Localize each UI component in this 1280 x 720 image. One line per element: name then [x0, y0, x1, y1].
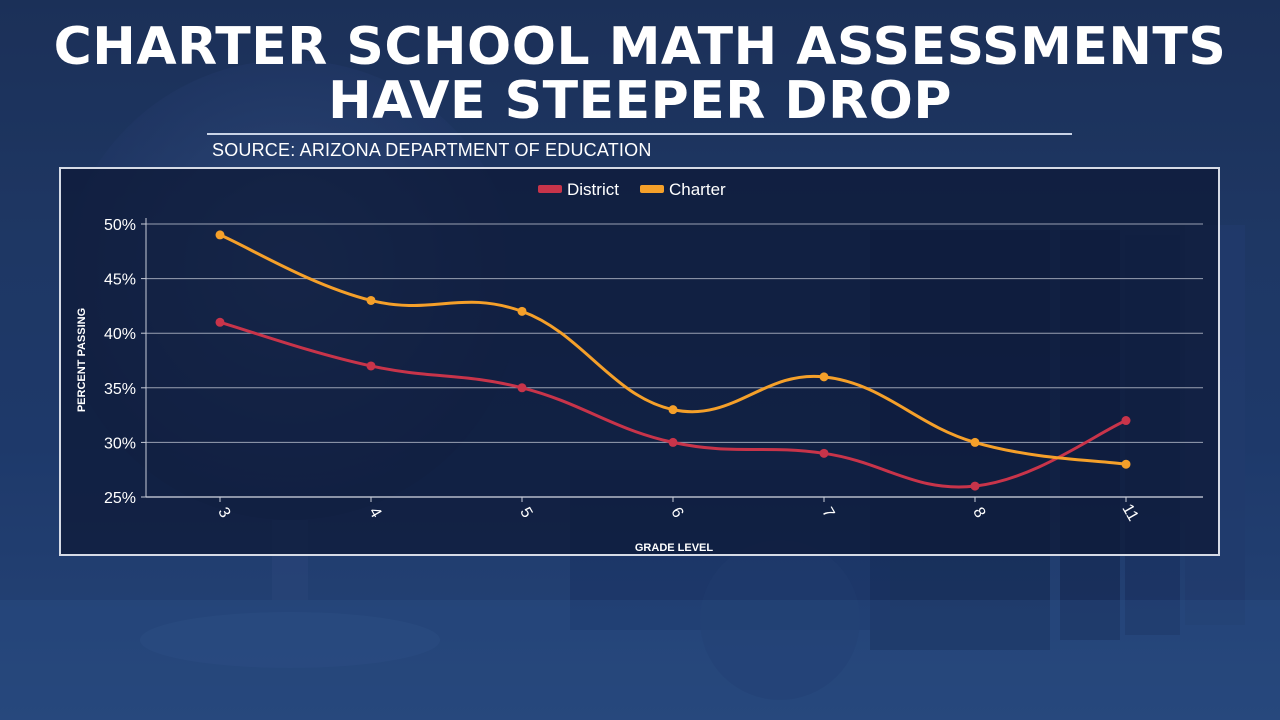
- legend-label-district: District: [567, 180, 619, 199]
- title-divider: [207, 133, 1072, 135]
- y-tick-label: 25%: [104, 490, 136, 507]
- data-point-district: [517, 383, 527, 393]
- headline-line-2: HAVE STEEPER DROP: [328, 71, 952, 131]
- y-tick-label: 35%: [104, 381, 136, 398]
- y-tick-label: 30%: [104, 435, 136, 452]
- data-point-charter: [819, 372, 829, 382]
- data-point-district: [366, 361, 376, 371]
- data-point-district: [970, 481, 980, 491]
- legend-swatch-district: [538, 185, 562, 193]
- x-tick-label: 5: [516, 505, 535, 521]
- data-point-district: [668, 437, 678, 447]
- data-point-charter: [1121, 459, 1131, 469]
- chart-legend: District Charter: [538, 180, 726, 199]
- data-point-charter: [366, 295, 376, 305]
- data-point-district: [1121, 416, 1131, 426]
- apple-silhouette: [700, 540, 860, 700]
- x-tick-label: 8: [969, 505, 988, 521]
- x-tick-label: 6: [667, 505, 686, 521]
- legend-swatch-charter: [640, 185, 664, 193]
- data-point-charter: [517, 306, 527, 316]
- series-line-district: [218, 320, 1128, 489]
- x-tick-label: 7: [818, 505, 837, 521]
- x-axis: 3 4 5 6 7 8 11: [214, 497, 1141, 524]
- y-tick-label: 50%: [104, 217, 136, 234]
- y-tick-label: 45%: [104, 272, 136, 289]
- chart-series: [218, 233, 1128, 489]
- data-point-charter: [215, 230, 225, 240]
- headline-line-1: CHARTER SCHOOL MATH ASSESSMENTS: [53, 17, 1227, 77]
- x-tick-label: 3: [214, 505, 233, 521]
- y-tick-label: 40%: [104, 326, 136, 343]
- x-tick-label: 11: [1118, 501, 1141, 524]
- chart-points: [215, 230, 1131, 491]
- data-point-district: [215, 317, 225, 327]
- series-line-charter: [218, 233, 1128, 466]
- data-point-district: [819, 448, 829, 458]
- legend-label-charter: Charter: [669, 180, 726, 199]
- source-caption: SOURCE: ARIZONA DEPARTMENT OF EDUCATION: [212, 140, 652, 160]
- chart-panel: [59, 167, 1220, 556]
- x-axis-title: GRADE LEVEL: [635, 542, 714, 554]
- data-point-charter: [970, 437, 980, 447]
- y-axis-title: PERCENT PASSING: [76, 308, 88, 412]
- data-point-charter: [668, 405, 678, 415]
- y-axis: 25% 30% 35% 40% 45% 50%: [104, 217, 147, 507]
- x-tick-label: 4: [365, 505, 384, 521]
